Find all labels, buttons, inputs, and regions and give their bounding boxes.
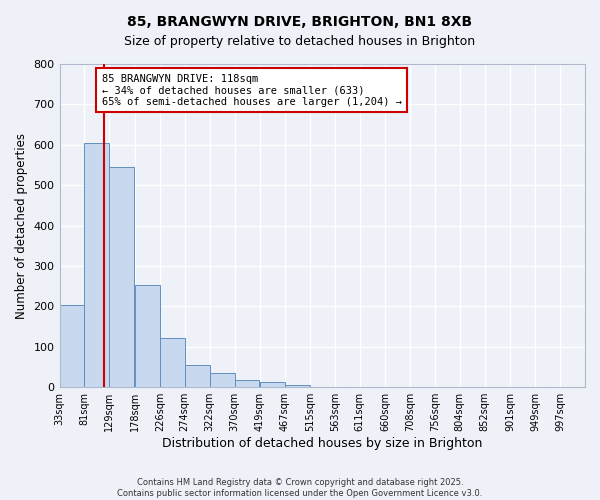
Text: 85, BRANGWYN DRIVE, BRIGHTON, BN1 8XB: 85, BRANGWYN DRIVE, BRIGHTON, BN1 8XB <box>127 15 473 29</box>
Bar <box>185 365 209 387</box>
Bar <box>260 382 285 387</box>
Bar <box>209 373 235 387</box>
Bar <box>109 167 134 387</box>
X-axis label: Distribution of detached houses by size in Brighton: Distribution of detached houses by size … <box>162 437 482 450</box>
Text: 85 BRANGWYN DRIVE: 118sqm
← 34% of detached houses are smaller (633)
65% of semi: 85 BRANGWYN DRIVE: 118sqm ← 34% of detac… <box>101 74 401 107</box>
Y-axis label: Number of detached properties: Number of detached properties <box>15 132 28 318</box>
Bar <box>160 338 185 387</box>
Bar <box>235 380 259 387</box>
Text: Size of property relative to detached houses in Brighton: Size of property relative to detached ho… <box>124 35 476 48</box>
Bar <box>285 385 310 387</box>
Bar <box>85 143 109 387</box>
Bar <box>59 305 85 387</box>
Text: Contains HM Land Registry data © Crown copyright and database right 2025.
Contai: Contains HM Land Registry data © Crown c… <box>118 478 482 498</box>
Bar <box>135 286 160 387</box>
